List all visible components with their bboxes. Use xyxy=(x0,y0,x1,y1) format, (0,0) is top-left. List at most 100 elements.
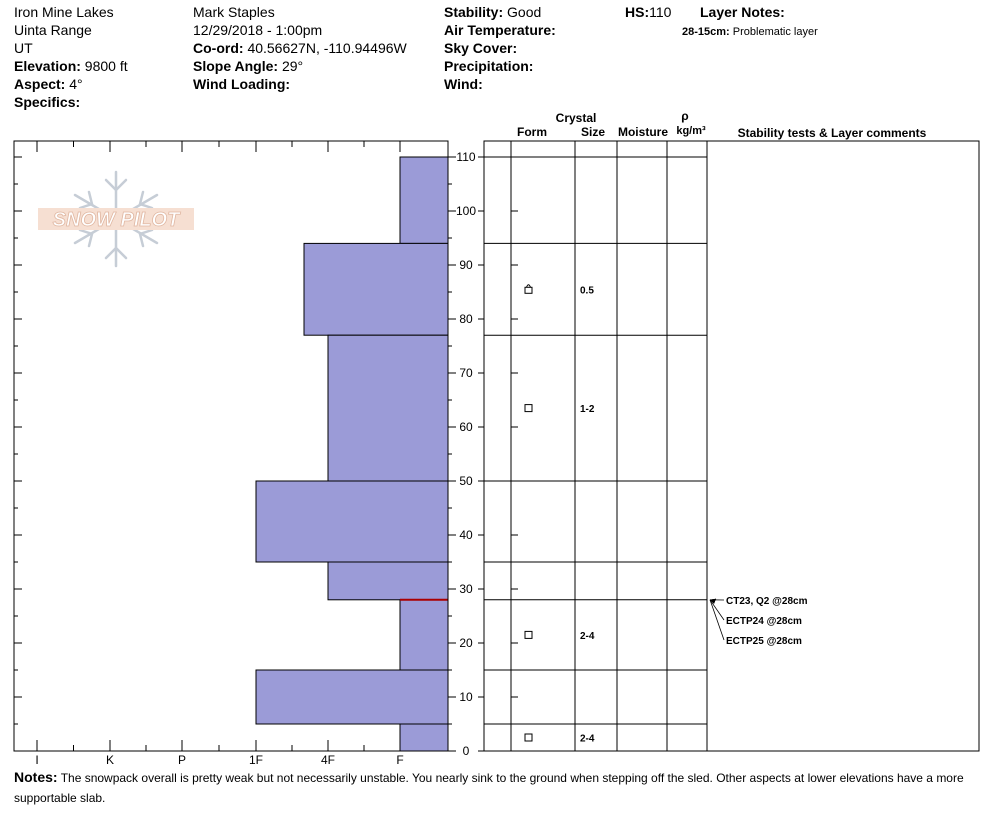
depth-tick-label: 80 xyxy=(459,312,473,326)
air-temp-label: Air Temperature: xyxy=(444,22,556,38)
slope-angle: Slope Angle: 29° xyxy=(193,57,303,75)
hardness-bar xyxy=(399,156,449,244)
hardness-bar xyxy=(327,334,449,482)
hardness-tick-label: I xyxy=(35,753,38,767)
layer-notes-title: Layer Notes: xyxy=(700,3,785,21)
depth-tick-label: 10 xyxy=(459,690,473,704)
state: UT xyxy=(14,40,33,56)
depth-tick-label: 30 xyxy=(459,582,473,596)
sky-cover: Sky Cover: xyxy=(444,39,517,57)
depth-tick-label: 50 xyxy=(459,474,473,488)
aspect-label: Aspect: xyxy=(14,76,66,92)
hardness-bar xyxy=(255,669,449,725)
snowpilot-logo: SNOW PILOT xyxy=(38,170,194,268)
stability-label: Stability: xyxy=(444,4,504,20)
specifics: Specifics: xyxy=(14,93,80,111)
depth-tick-label: 70 xyxy=(459,366,473,380)
grain-form-square-icon xyxy=(524,733,533,742)
layer-notes-label: Layer Notes: xyxy=(700,4,785,20)
coord-value: 40.56627N, -110.94496W xyxy=(247,40,407,56)
grain-size-label: 2-4 xyxy=(580,734,595,745)
wind-loading: Wind Loading: xyxy=(193,75,290,93)
grain-size-label: 1-2 xyxy=(580,404,595,415)
depth-tick-label: 20 xyxy=(459,636,473,650)
precipitation: Precipitation: xyxy=(444,57,533,75)
wind-label: Wind: xyxy=(444,76,483,92)
layer-note-range: 28-15cm: xyxy=(682,26,730,38)
hardness-bars xyxy=(255,156,449,752)
stability: Stability: Good xyxy=(444,3,541,21)
depth-tick-label: 40 xyxy=(459,528,473,542)
precip-label: Precipitation: xyxy=(444,58,534,74)
layer-note: 28-15cm: Problematic layer xyxy=(682,23,818,41)
air-temperature: Air Temperature: xyxy=(444,21,556,39)
wind-loading-label: Wind Loading: xyxy=(193,76,291,92)
hardness-tick-label: 1F xyxy=(249,753,263,767)
size-header: Size xyxy=(581,125,605,139)
aspect: Aspect: 4° xyxy=(14,75,83,93)
aspect-value: 4° xyxy=(69,76,83,92)
hardness-tick-label: 4F xyxy=(321,753,335,767)
hardness-bar xyxy=(255,480,449,563)
grain-form-square-icon xyxy=(524,404,533,413)
hs-label: HS: xyxy=(625,4,650,20)
slope-value: 29° xyxy=(281,58,304,74)
elevation-value: 9800 ft xyxy=(84,58,128,74)
stability-tests: CT23, Q2 @28cm ECTP24 @28cm ECTP25 @28cm xyxy=(709,596,808,647)
hardness-bar xyxy=(303,242,449,336)
density-unit-header: kg/m³ xyxy=(676,125,706,137)
location-name: Iron Mine Lakes xyxy=(14,4,114,20)
specifics-label: Specifics: xyxy=(14,94,81,110)
sky-label: Sky Cover: xyxy=(444,40,518,56)
stability-test-label: ECTP24 @28cm xyxy=(726,616,802,627)
depth-tick-label: 100 xyxy=(456,204,476,218)
depth-tick-label: 0 xyxy=(463,744,470,758)
hs-value: 110 xyxy=(649,4,672,20)
stability-test-label: CT23, Q2 @28cm xyxy=(726,596,808,607)
hardness-bar xyxy=(327,561,449,601)
depth-tick-label: 90 xyxy=(459,258,473,272)
stability-value: Good xyxy=(507,4,542,20)
observation-datetime: 12/29/2018 - 1:00pm xyxy=(193,22,323,38)
layer-table-rows: 0.5 1-2 2-4 2-4 xyxy=(484,156,707,745)
logo-text: SNOW PILOT xyxy=(53,209,181,231)
elevation: Elevation: 9800 ft xyxy=(14,57,128,75)
grain-form-square-icon xyxy=(524,630,533,639)
form-header: Form xyxy=(517,125,547,139)
grain-size-label: 0.5 xyxy=(580,285,594,296)
wind: Wind: xyxy=(444,75,483,93)
stability-header: Stability tests & Layer comments xyxy=(738,126,927,140)
hardness-tick-label: P xyxy=(178,753,186,767)
coord-label: Co-ord: xyxy=(193,40,244,56)
rho-header: ρ xyxy=(681,109,688,123)
hardness-tick-label: F xyxy=(396,753,403,767)
notes: Notes: The snowpack overall is pretty we… xyxy=(14,767,989,808)
stability-arrowhead xyxy=(710,598,716,604)
depth-tick-label: 60 xyxy=(459,420,473,434)
hardness-bar xyxy=(399,723,449,752)
stability-test-label: ECTP25 @28cm xyxy=(726,636,802,647)
stability-test-arrow xyxy=(709,599,725,621)
observer-name: Mark Staples xyxy=(193,4,275,20)
snow-height: HS:110 xyxy=(625,3,671,21)
mountain-range: Uinta Range xyxy=(14,22,92,38)
coordinates: Co-ord: 40.56627N, -110.94496W xyxy=(193,39,407,57)
crystal-header: Crystal xyxy=(556,111,597,125)
grain-form-lock-shackle xyxy=(526,284,531,288)
elevation-label: Elevation: xyxy=(14,58,81,74)
hardness-bar xyxy=(399,599,449,671)
moisture-header: Moisture xyxy=(618,125,668,139)
slope-label: Slope Angle: xyxy=(193,58,279,74)
grain-form-lock-icon xyxy=(524,286,533,294)
stability-test-arrow xyxy=(709,599,725,641)
layer-table-frame xyxy=(483,140,980,752)
notes-label: Notes: xyxy=(14,769,58,785)
logo-banner xyxy=(38,208,194,230)
layer-note-text: Problematic layer xyxy=(732,26,818,38)
notes-text: The snowpack overall is pretty weak but … xyxy=(14,771,964,805)
hardness-tick-label: K xyxy=(106,753,114,767)
grain-size-label: 2-4 xyxy=(580,631,595,642)
depth-axis: 0 10 20 30 40 50 60 70 80 90 100 110 xyxy=(14,141,518,758)
depth-tick-label: 110 xyxy=(456,150,475,164)
